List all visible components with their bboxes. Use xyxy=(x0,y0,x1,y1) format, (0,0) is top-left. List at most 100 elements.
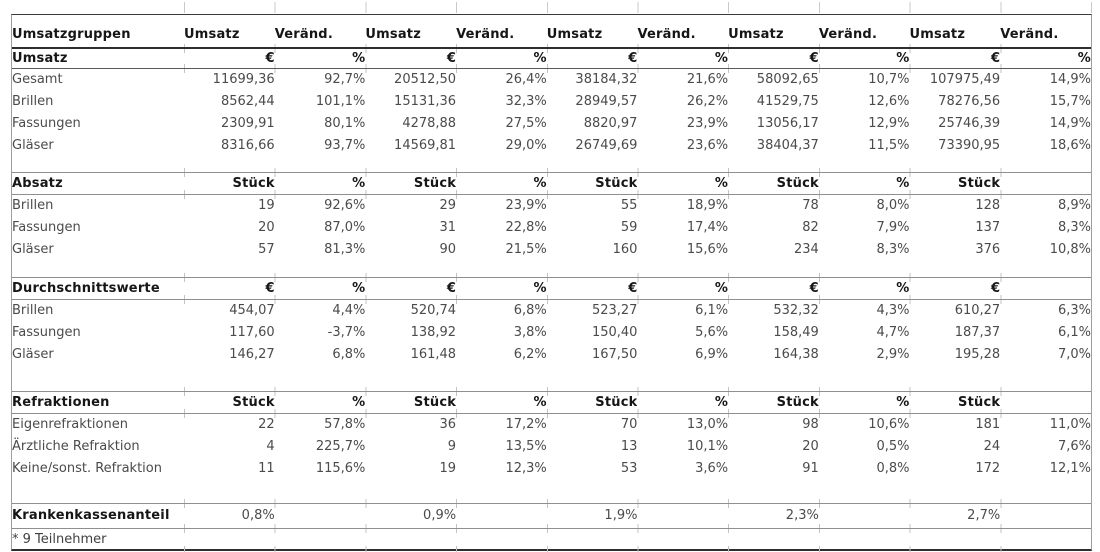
value-cell: 57,8% xyxy=(324,416,366,432)
unit-header-cell: Stück xyxy=(776,175,819,191)
value-cell: 11,0% xyxy=(1049,416,1091,432)
value-cell: 10,7% xyxy=(868,71,910,87)
row-label-cell: Brillen xyxy=(12,93,54,109)
unit-header-cell xyxy=(1000,277,1091,299)
column-header-cell: Umsatz xyxy=(546,27,603,42)
value-cell: 57 xyxy=(258,241,275,257)
value-cell: 9 xyxy=(447,438,457,454)
value-cell: 90 xyxy=(439,241,457,257)
value-cell: 172 xyxy=(975,460,1001,476)
value-cell: 24 xyxy=(983,438,1001,454)
value-cell: 21,6% xyxy=(686,71,729,87)
unit-header-cell: € xyxy=(809,280,819,296)
unit-header-cell: % xyxy=(352,175,366,191)
value-cell: 6,1% xyxy=(695,302,729,318)
value-cell: 610,27 xyxy=(954,302,1001,318)
value-cell: 21,5% xyxy=(505,241,547,257)
unit-header-cell xyxy=(1000,172,1091,194)
value-cell: 523,27 xyxy=(591,302,638,318)
value-cell: 4,4% xyxy=(332,302,366,318)
value-cell: 13 xyxy=(620,438,638,454)
row-label-cell: Gläser xyxy=(12,346,54,362)
value-cell: 26,4% xyxy=(505,71,547,87)
value-cell: 1,9% xyxy=(604,508,638,523)
column-header-cell: Veränd. xyxy=(1000,27,1059,42)
value-cell: 81,3% xyxy=(324,241,366,257)
value-cell: 32,3% xyxy=(505,93,547,109)
value-cell: 20 xyxy=(802,438,819,454)
column-header-cell: Veränd. xyxy=(274,27,333,42)
section-name-cell: Umsatz xyxy=(12,50,68,66)
value-cell: 138,92 xyxy=(410,324,457,340)
value-cell: 8562,44 xyxy=(220,93,275,109)
gap-row xyxy=(12,260,1091,277)
value-cell: 101,1% xyxy=(315,93,366,109)
value-cell: 0,5% xyxy=(876,438,910,454)
report-table-frame: Umsatzgruppen Umsatz Veränd. Umsatz Veränd. U… xyxy=(11,14,1092,552)
row-label-cell: Gläser xyxy=(12,241,54,257)
row-label-cell: Gesamt xyxy=(12,71,63,87)
gap-row xyxy=(12,479,1091,503)
value-cell: -3,7% xyxy=(327,324,366,340)
value-cell: 2,9% xyxy=(876,346,910,362)
value-cell: 234 xyxy=(794,241,819,257)
value-cell xyxy=(275,503,366,528)
value-cell: 2,3% xyxy=(785,508,819,523)
value-cell: 4,3% xyxy=(876,302,910,318)
value-cell: 107975,49 xyxy=(929,71,1001,87)
value-cell: 161,48 xyxy=(410,346,457,362)
column-header-cell: Veränd. xyxy=(818,27,878,42)
gridline-ticks-top xyxy=(184,2,1092,13)
value-cell: 164,38 xyxy=(773,346,819,362)
unit-header-cell: € xyxy=(628,280,638,296)
row-label-cell: Gläser xyxy=(12,137,54,153)
unit-header-cell: % xyxy=(896,394,910,410)
value-cell: 150,40 xyxy=(591,324,638,340)
value-cell: 376 xyxy=(975,241,1001,257)
gap-row xyxy=(12,156,1091,172)
value-cell: 0,8% xyxy=(241,508,275,523)
unit-header-cell: Stück xyxy=(958,394,1001,410)
value-cell xyxy=(637,503,728,528)
value-cell: 38404,37 xyxy=(756,137,819,153)
value-cell: 187,37 xyxy=(954,324,1001,340)
value-cell: 8316,66 xyxy=(220,137,275,153)
value-cell: 160 xyxy=(612,241,638,257)
value-cell: 55 xyxy=(620,197,638,213)
unit-header-cell: % xyxy=(896,50,910,66)
value-cell: 19 xyxy=(258,197,275,213)
value-cell xyxy=(456,503,547,528)
column-header-cell: Umsatz xyxy=(728,27,784,42)
krankenkassenanteil-label-cell: Krankenkassenanteil xyxy=(12,508,170,523)
value-cell: 17,2% xyxy=(505,416,547,432)
value-cell: 29,0% xyxy=(505,137,547,153)
value-cell: 26749,69 xyxy=(575,137,638,153)
value-cell: 146,27 xyxy=(229,346,275,362)
unit-header-cell xyxy=(1000,391,1091,413)
value-cell: 15131,36 xyxy=(394,93,457,109)
unit-header-cell: Stück xyxy=(413,394,457,410)
value-cell: 4278,88 xyxy=(402,115,457,131)
value-cell: 73390,95 xyxy=(938,137,1001,153)
value-cell: 6,3% xyxy=(1057,302,1091,318)
value-cell: 82 xyxy=(802,219,819,235)
value-cell: 158,49 xyxy=(773,324,819,340)
unit-header-cell: Stück xyxy=(958,175,1001,191)
column-header-cell: Umsatz xyxy=(184,27,240,42)
value-cell: 23,6% xyxy=(686,137,729,153)
value-cell xyxy=(819,503,910,528)
value-cell: 128 xyxy=(975,197,1001,213)
unit-header-cell: € xyxy=(809,50,819,66)
value-cell: 115,6% xyxy=(315,460,366,476)
value-cell: 6,9% xyxy=(695,346,729,362)
table-title-cell: Umsatzgruppen xyxy=(12,27,131,42)
value-cell: 80,1% xyxy=(324,115,366,131)
row-label-cell: Keine/sonst. Refraktion xyxy=(12,460,162,476)
value-cell: 17,4% xyxy=(686,219,729,235)
value-cell: 25746,39 xyxy=(938,115,1001,131)
value-cell: 4,7% xyxy=(876,324,910,340)
unit-header-cell: € xyxy=(990,280,1001,296)
value-cell: 454,07 xyxy=(229,302,275,318)
unit-header-cell: % xyxy=(1077,50,1091,66)
